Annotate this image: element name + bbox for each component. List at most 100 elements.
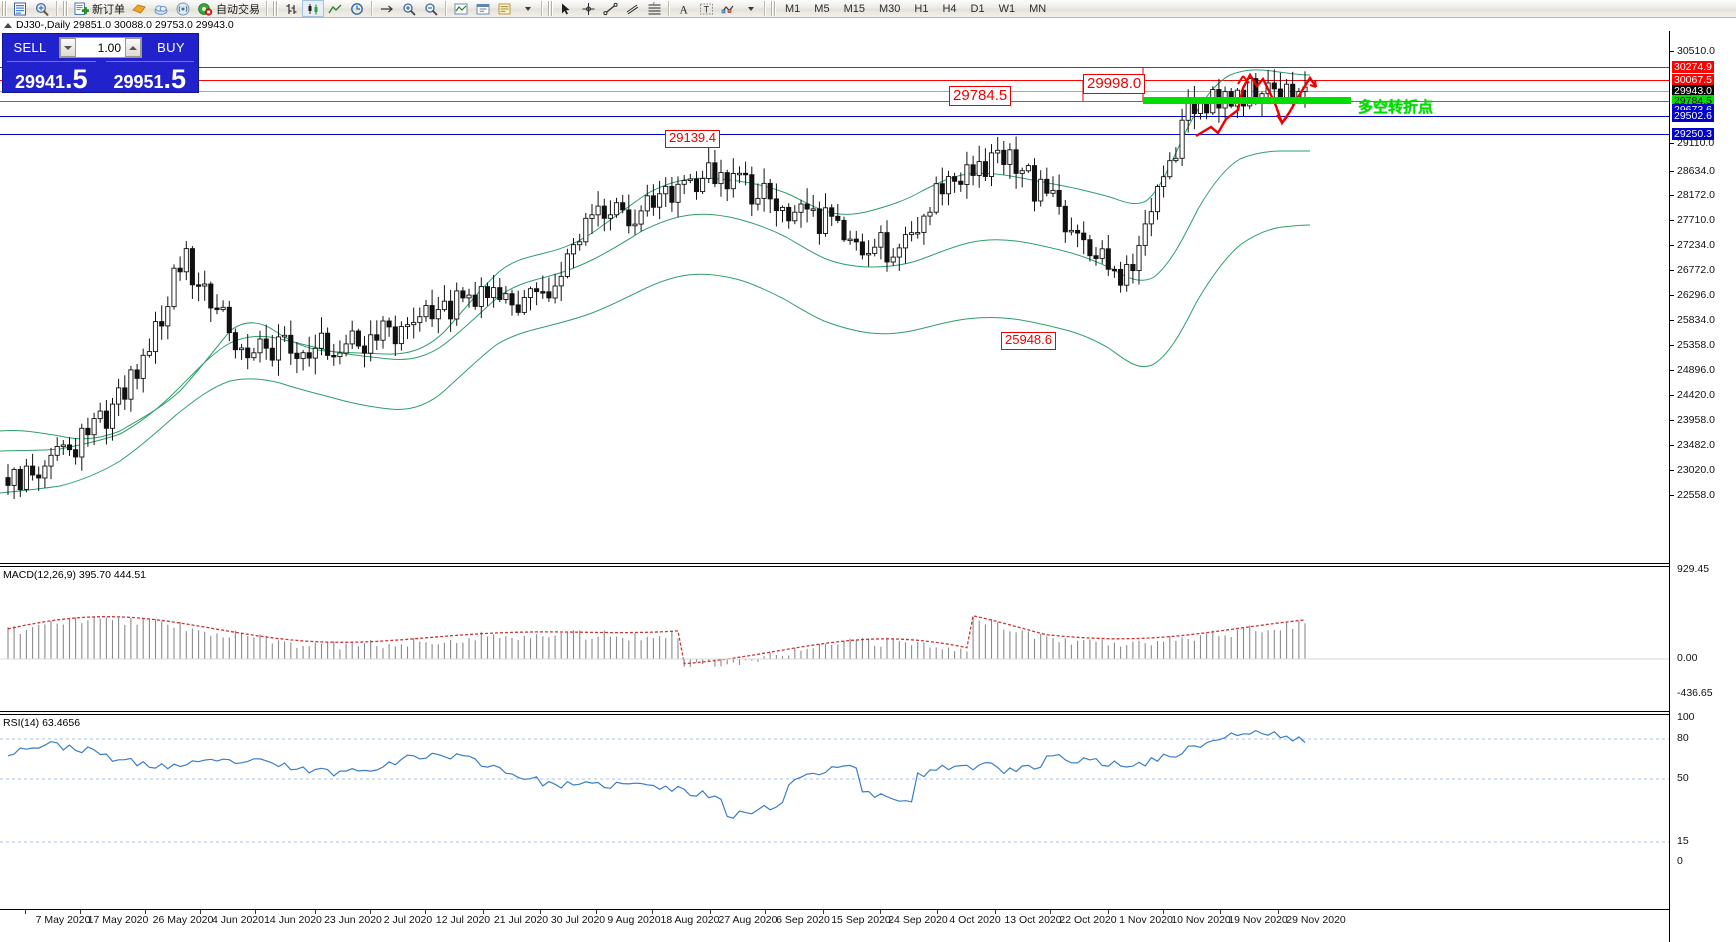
chinese-annotation-note[interactable]: 多空转折点 xyxy=(1358,99,1434,116)
chevron-down-icon[interactable] xyxy=(516,0,538,17)
volume-increase-button[interactable] xyxy=(125,38,141,57)
buy-price[interactable]: 29951 .5 xyxy=(102,61,199,93)
shapes-chevron-down-icon[interactable] xyxy=(739,0,761,17)
price-tick xyxy=(1670,295,1674,296)
tab-timeframe-h1[interactable]: H1 xyxy=(914,2,929,15)
bid-price-chip[interactable]: 29502.6 xyxy=(1672,110,1714,122)
candlestick-chart-icon[interactable] xyxy=(302,0,324,17)
line-chart-icon[interactable] xyxy=(324,0,346,17)
tab-timeframe-h4[interactable]: H4 xyxy=(942,2,957,15)
time-tick-label: 15 Sep 2020 xyxy=(831,914,891,926)
auto-scroll-icon[interactable] xyxy=(346,0,368,17)
green-supply-zone xyxy=(1143,97,1351,104)
zoom-out-icon[interactable] xyxy=(420,0,442,17)
time-tick-label: 1 Nov 2020 xyxy=(1119,914,1173,926)
rsi-series xyxy=(0,729,1669,843)
time-tick xyxy=(80,910,81,914)
level-line-29943 xyxy=(0,91,1669,92)
crosshair-icon[interactable] xyxy=(577,0,599,17)
symbol-header: DJ30-,Daily 29851.0 30088.0 29753.0 2994… xyxy=(0,19,1736,31)
time-axis[interactable]: 7 May 2020 17 May 2020 26 May 2020 4 Jun 20… xyxy=(0,909,1669,942)
rsi-axis-label: 80 xyxy=(1677,732,1689,744)
tab-timeframe-w1[interactable]: W1 xyxy=(998,2,1016,15)
ask-price-chip[interactable]: 30274.9 xyxy=(1672,61,1714,73)
price-tick xyxy=(1670,171,1674,172)
time-tick xyxy=(765,910,766,914)
time-tick-label: 17 May 2020 xyxy=(87,914,149,926)
price-tick xyxy=(1670,395,1674,396)
chart-shift-icon[interactable] xyxy=(376,0,398,17)
volume-decrease-button[interactable] xyxy=(60,38,76,57)
bar-chart-icon[interactable] xyxy=(280,0,302,17)
volume-stepper[interactable]: 1.00 xyxy=(59,37,142,58)
time-tick xyxy=(315,910,316,914)
new-order-button[interactable]: 新订单 xyxy=(70,0,128,17)
last-price-chip[interactable]: 29943.0 xyxy=(1672,85,1714,97)
tab-timeframe-m5[interactable]: M5 xyxy=(814,2,830,15)
macd-indicator-pane[interactable]: MACD(12,26,9) 395.70 444.51 xyxy=(0,566,1669,712)
tab-timeframe-m1[interactable]: M1 xyxy=(785,2,801,15)
fibonacci-icon[interactable]: F xyxy=(643,0,665,17)
tab-timeframe-m30[interactable]: M30 xyxy=(878,2,901,15)
price-tick-label: 23958.0 xyxy=(1677,414,1715,426)
rsi-indicator-pane[interactable]: RSI(14) 63.4656 xyxy=(0,714,1669,908)
zoom-in-icon[interactable] xyxy=(398,0,420,17)
toolbar-grip-4[interactable] xyxy=(548,1,553,16)
toolbar-grip-2[interactable] xyxy=(63,1,68,16)
price-tick xyxy=(1670,370,1674,371)
price-tick xyxy=(1670,245,1674,246)
market-watch-icon[interactable] xyxy=(9,0,31,17)
price-tick-label: 26296.0 xyxy=(1677,289,1715,301)
toolbar-grip-5[interactable] xyxy=(771,1,776,16)
signal-icon[interactable] xyxy=(172,0,194,17)
price-chart-pane[interactable]: 29784.5 29998.0 29139.4 25948.6 多空转折点 xyxy=(0,31,1669,564)
templates-icon[interactable] xyxy=(494,0,516,17)
time-tick-label: 18 Aug 2020 xyxy=(660,914,720,926)
lower-blue-chip[interactable]: 29250.3 xyxy=(1672,128,1714,140)
price-tick-label: 27234.0 xyxy=(1677,239,1715,251)
level-line-29250 xyxy=(0,134,1669,135)
autotrade-button[interactable]: 自动交易 xyxy=(194,0,263,17)
macd-label: MACD(12,26,9) 395.70 444.51 xyxy=(3,569,147,581)
data-window-icon[interactable] xyxy=(31,0,53,17)
sell-button[interactable]: SELL xyxy=(13,40,47,55)
collapse-triangle-icon[interactable] xyxy=(4,22,12,28)
sell-price[interactable]: 29941 .5 xyxy=(3,61,100,93)
indicators-icon[interactable] xyxy=(450,0,472,17)
time-tick-label: 6 Sep 2020 xyxy=(776,914,830,926)
time-tick xyxy=(1050,910,1051,914)
text-box-icon[interactable]: T xyxy=(695,0,717,17)
price-tick-label: 24420.0 xyxy=(1677,389,1715,401)
tab-timeframe-mn[interactable]: MN xyxy=(1029,2,1047,15)
annotation-29998-0[interactable]: 29998.0 xyxy=(1083,74,1146,95)
one-click-trading-panel[interactable]: SELL 1.00 BUY 29941 .5 29951 .5 xyxy=(2,33,199,93)
price-tick xyxy=(1670,270,1674,271)
text-label-icon[interactable]: A xyxy=(673,0,695,17)
toolbar-grip-3[interactable] xyxy=(273,1,278,16)
toolbar-grip[interactable] xyxy=(2,1,7,16)
time-tick xyxy=(995,910,996,914)
price-axis[interactable]: 30510.0 29110.0 28634.0 28172.0 27710.0 27234… xyxy=(1669,31,1736,942)
annotation-25948-6[interactable]: 25948.6 xyxy=(1001,332,1056,350)
resistance-price-chip[interactable]: 30067.5 xyxy=(1672,74,1714,86)
periods-icon[interactable] xyxy=(472,0,494,17)
price-tick xyxy=(1670,143,1674,144)
toolbar-separator-5 xyxy=(541,1,543,16)
symbol-ohlc-text: DJ30-,Daily 29851.0 30088.0 29753.0 2994… xyxy=(16,19,234,31)
shapes-icon[interactable] xyxy=(717,0,739,17)
trendline-icon[interactable] xyxy=(599,0,621,17)
expert-advisor-icon[interactable] xyxy=(128,0,150,17)
cursor-icon[interactable] xyxy=(555,0,577,17)
time-tick-label: 30 Jul 2020 xyxy=(550,914,606,926)
annotation-29784-5[interactable]: 29784.5 xyxy=(949,86,1012,107)
equidistant-channel-icon[interactable] xyxy=(621,0,643,17)
time-tick xyxy=(370,910,371,914)
level-line-29502 xyxy=(0,116,1669,117)
time-tick xyxy=(710,910,711,914)
volume-value[interactable]: 1.00 xyxy=(97,40,121,55)
cloud-icon[interactable] xyxy=(150,0,172,17)
annotation-29139-4[interactable]: 29139.4 xyxy=(665,130,720,148)
tab-timeframe-m15[interactable]: M15 xyxy=(843,2,865,15)
tab-timeframe-d1[interactable]: D1 xyxy=(970,2,985,15)
buy-button[interactable]: BUY xyxy=(157,40,185,55)
